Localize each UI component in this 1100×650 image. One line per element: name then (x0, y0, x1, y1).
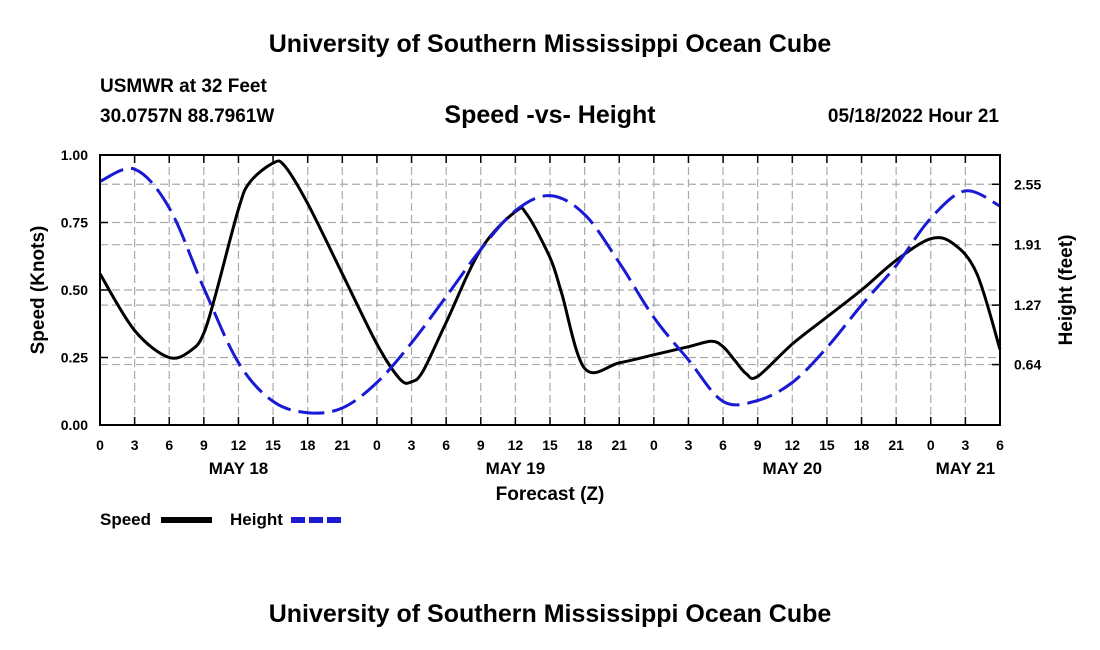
y2-tick-label: 0.64 (1014, 357, 1041, 373)
y-axis-label: Speed (Knots) (28, 226, 49, 355)
y2-tick-label: 1.27 (1014, 297, 1041, 313)
station-label: USMWR at 32 Feet (100, 76, 267, 97)
grid (100, 155, 1000, 425)
x-tick-label: 9 (754, 437, 762, 453)
page-title: University of Southern Mississippi Ocean… (268, 30, 832, 58)
x-tick-label: 6 (442, 437, 450, 453)
x-tick-label: 18 (300, 437, 316, 453)
x-tick-label: 0 (927, 437, 935, 453)
x-tick-label: 12 (785, 437, 801, 453)
y-tick-label: 0.75 (61, 215, 88, 231)
x-tick-label: 18 (854, 437, 870, 453)
x-tick-label: 6 (719, 437, 727, 453)
legend: Speed Height (100, 510, 342, 529)
y-tick-label: 0.25 (61, 350, 88, 366)
x-date-label: MAY 18 (209, 459, 269, 478)
x-tick-label: 15 (819, 437, 835, 453)
x-tick-label: 15 (542, 437, 558, 453)
x-tick-label: 3 (131, 437, 139, 453)
x-tick-label: 12 (508, 437, 524, 453)
x-tick-label: 6 (165, 437, 173, 453)
y2-tick-label: 2.55 (1014, 176, 1041, 192)
x-date-label: MAY 19 (486, 459, 546, 478)
x-tick-label: 0 (373, 437, 381, 453)
x-tick-label: 21 (335, 437, 351, 453)
legend-speed-label: Speed (100, 510, 151, 529)
y-tick-label: 0.50 (61, 282, 88, 298)
x-tick-label: 0 (96, 437, 104, 453)
x-tick-label: 9 (200, 437, 208, 453)
x-tick-label: 15 (265, 437, 281, 453)
x-tick-label: 3 (685, 437, 693, 453)
forecast-valid-time: 05/18/2022 Hour 21 (827, 106, 999, 127)
x-tick-label: 9 (477, 437, 485, 453)
series-line-height (99, 166, 1001, 415)
x-tick-label: 3 (408, 437, 416, 453)
x-tick-label: 21 (611, 437, 627, 453)
y-tick-label: 1.00 (61, 147, 88, 163)
x-date-label: MAY 21 (936, 459, 996, 478)
series-lines (98, 159, 1002, 415)
chart-title: Speed -vs- Height (444, 101, 656, 129)
y2-axis-label: Height (feet) (1056, 235, 1077, 346)
x-tick-label: 3 (961, 437, 969, 453)
x-tick-label: 21 (888, 437, 904, 453)
axes: 0 3 6 9 12 15 18 21 0 3 6 9 12 15 18 21 0 3 6 9 12 15 18 21 0 3 6 0… (61, 147, 1042, 478)
y-tick-label: 0.00 (61, 417, 88, 433)
series-line-speed (98, 159, 1002, 385)
x-tick-label: 18 (577, 437, 593, 453)
y2-tick-label: 1.91 (1014, 237, 1041, 253)
x-tick-label: 6 (996, 437, 1004, 453)
x-tick-label: 0 (650, 437, 658, 453)
x-tick-label: 12 (231, 437, 247, 453)
station-coordinates: 30.0757N 88.7961W (100, 106, 275, 127)
x-date-label: MAY 20 (763, 459, 823, 478)
legend-height-label: Height (230, 510, 283, 529)
x-axis-label: Forecast (Z) (496, 484, 605, 505)
footer-title: University of Southern Mississippi Ocean… (268, 600, 832, 628)
